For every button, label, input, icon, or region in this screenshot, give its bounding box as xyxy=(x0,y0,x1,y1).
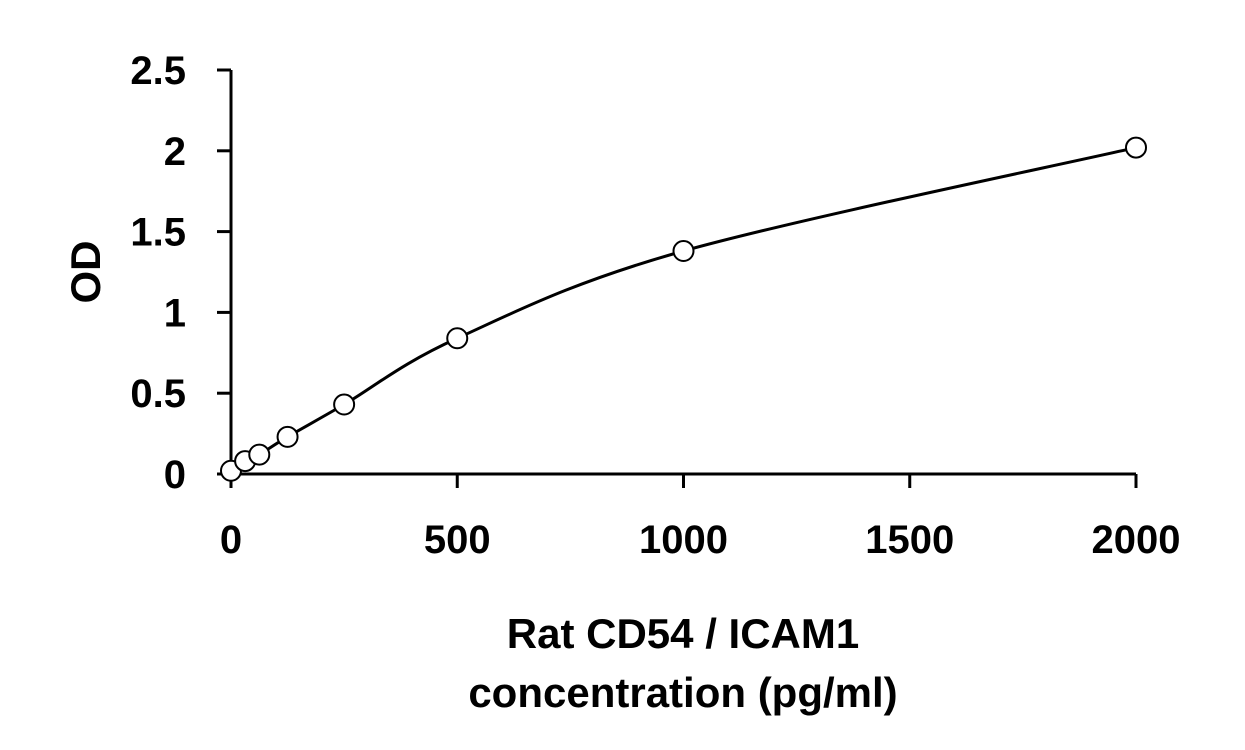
x-axis-title-line-1: Rat CD54 / ICAM1 xyxy=(507,610,859,657)
y-axis-title: OD xyxy=(62,241,109,304)
data-points xyxy=(220,136,1147,482)
data-point xyxy=(672,239,695,262)
data-point xyxy=(276,425,299,448)
y-tick-label: 1.5 xyxy=(130,211,186,255)
data-point xyxy=(333,393,356,416)
axes xyxy=(229,70,1136,476)
fitted-curve xyxy=(230,146,1137,473)
x-tick-label: 0 xyxy=(220,518,242,562)
y-axis-ticks: 0 0.5 1 1.5 2 2.5 xyxy=(130,49,231,497)
data-point xyxy=(446,327,469,350)
y-tick-label: 2.5 xyxy=(130,49,186,93)
x-tick-label: 2000 xyxy=(1092,518,1181,562)
y-tick-label: 1 xyxy=(164,291,186,335)
data-point xyxy=(1125,136,1147,159)
x-tick-label: 1000 xyxy=(639,518,728,562)
y-tick-label: 2 xyxy=(164,130,186,174)
y-tick-label: 0 xyxy=(164,453,186,497)
x-axis-title-line-2: concentration (pg/ml) xyxy=(468,669,897,716)
y-tick-label: 0.5 xyxy=(130,372,186,416)
x-tick-label: 500 xyxy=(424,518,491,562)
x-tick-label: 1500 xyxy=(865,518,954,562)
x-axis-ticks: 0 500 1000 1500 2000 xyxy=(220,474,1181,562)
data-point xyxy=(248,443,271,466)
